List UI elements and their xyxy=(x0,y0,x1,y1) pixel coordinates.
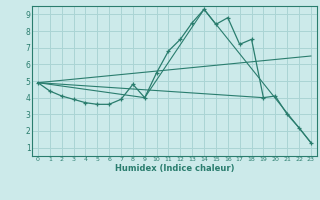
X-axis label: Humidex (Indice chaleur): Humidex (Indice chaleur) xyxy=(115,164,234,173)
